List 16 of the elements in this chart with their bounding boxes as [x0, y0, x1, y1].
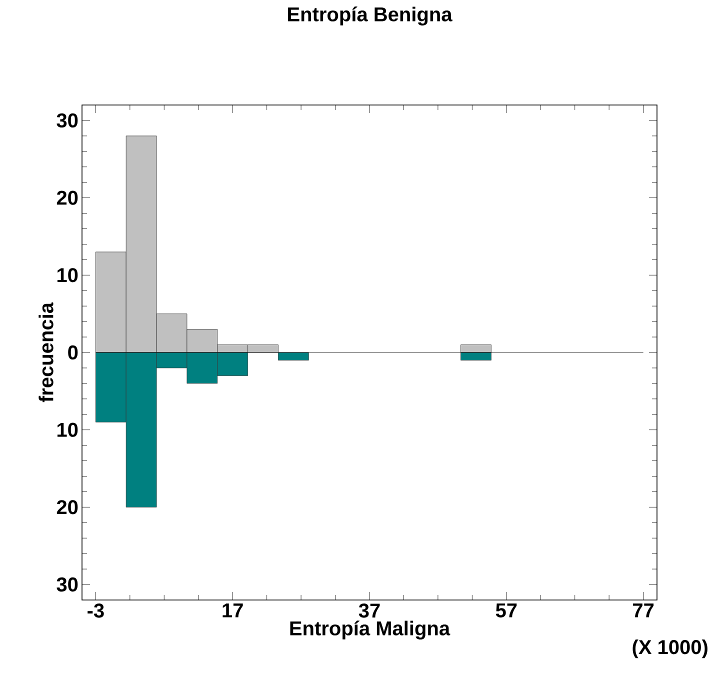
x-tick-label: 37: [358, 604, 380, 618]
y-tick-label: 10: [57, 422, 78, 437]
y-tick-label: 30: [56, 577, 78, 592]
x-axis-title: Entropía Maligna: [290, 620, 450, 640]
y-axis-title: frecuencia: [38, 302, 54, 402]
x-tick-label: 77: [633, 604, 654, 618]
y-tick-label: 0: [68, 345, 78, 360]
chart-title: Entropía Benigna: [288, 6, 452, 26]
y-tick-label: 10: [57, 268, 78, 282]
y-tick-label: 20: [56, 190, 78, 205]
x-tick-label: 57: [496, 604, 517, 618]
y-tick-label: 30: [56, 113, 78, 128]
x-tick-label: -3: [88, 604, 104, 618]
x-tick-label: 17: [222, 604, 243, 618]
text: (X 1000): [632, 640, 708, 658]
y-tick-label: 20: [56, 500, 78, 514]
